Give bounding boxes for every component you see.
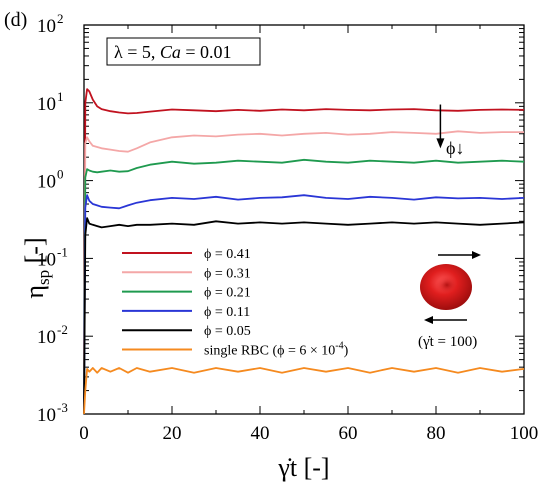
arrow-label: ϕ↓ [446,138,464,158]
series-line-2 [83,158,525,415]
y-tick-exponent: -1 [57,244,68,259]
legend-label: ϕ = 0.11 [204,305,250,320]
legend-label: ϕ = 0.31 [204,266,251,281]
y-tick-label: 10 [37,16,56,37]
legend-label: ϕ = 0.05 [204,324,251,339]
legend-label: ϕ = 0.41 [204,247,251,262]
y-tick-label: 10 [37,94,56,115]
x-tick-label: 40 [251,423,270,444]
series-line-3 [83,194,525,415]
legend-label: ϕ = 0.21 [204,286,251,301]
y-tick-label: 10 [37,249,56,270]
x-tick-label: 60 [339,423,358,444]
y-tick-exponent: -2 [57,322,68,337]
decreasing-phi-arrow [436,104,445,149]
series-line-4 [83,217,525,415]
shear-arrow-bottom-head [424,316,433,324]
condition-box: λ = 5, Ca = 0.01 [106,37,261,66]
y-tick-exponent: 1 [57,89,64,104]
series-line-5 [83,367,525,415]
y-tick-exponent: 2 [57,11,64,26]
series-line-0 [83,88,525,415]
legend-label: single RBC (ϕ = 6 × 10-4) [204,341,349,359]
panel-label: (d) [4,9,27,31]
legend: ϕ = 0.41 ϕ = 0.31 ϕ = 0.21 ϕ = 0.11 ϕ = 0.05… [122,247,349,359]
x-tick-label: 100 [510,423,539,444]
x-tick-label: 80 [427,423,446,444]
x-tick-label: 0 [79,423,89,444]
y-tick-exponent: 0 [57,167,64,182]
rbc-dimple [436,276,458,294]
x-axis-title: γ̇t [-] [277,453,329,482]
condition-text: λ = 5, Ca = 0.01 [114,42,232,62]
y-tick-exponent: -3 [57,400,68,415]
series-lines [83,88,525,415]
y-axis-title: ηsp [-] [20,237,53,298]
y-tick-label: 10 [37,405,56,426]
shear-arrow-top-head [472,251,481,259]
rbc-inset: (γ̇t = 100) [418,251,481,350]
x-axis-ticks: 0 20 40 60 80 100 [79,25,538,444]
y-tick-label: 10 [37,327,56,348]
inset-caption: (γ̇t = 100) [418,334,477,350]
series-line-1 [83,130,524,415]
x-tick-label: 20 [163,423,182,444]
y-tick-label: 10 [37,172,56,193]
